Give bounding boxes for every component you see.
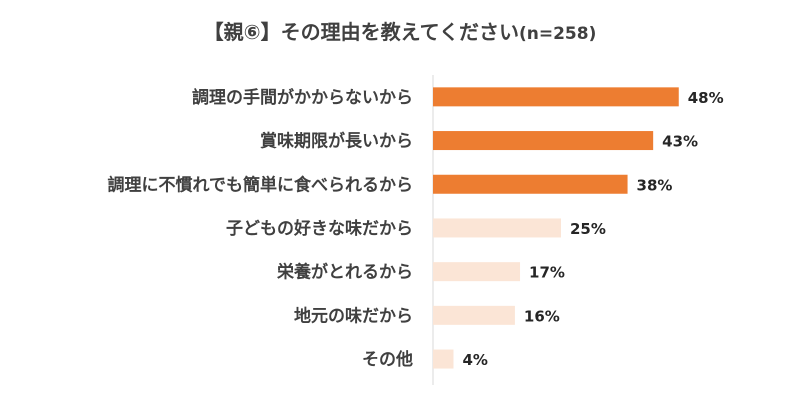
category-label: 子どもの好きな味だから xyxy=(226,218,413,239)
bar xyxy=(433,131,654,151)
value-label: 25% xyxy=(570,220,606,238)
category-label: 栄養がとれるから xyxy=(276,262,413,283)
category-label: 地元の味だから xyxy=(294,305,413,326)
category-label: 賞味期限が長いから xyxy=(260,131,413,152)
category-label: 調理に不慣れでも簡単に食べられるから xyxy=(108,174,414,195)
value-label: 43% xyxy=(662,133,698,151)
category-label: その他 xyxy=(362,349,413,370)
chart-title: 【親⑥】その理由を教えてください(n=258) xyxy=(204,20,597,44)
bar xyxy=(433,218,561,238)
bar xyxy=(433,349,454,369)
category-label: 調理の手間がかからないから xyxy=(192,87,413,108)
value-label: 16% xyxy=(524,307,560,325)
value-label: 38% xyxy=(637,176,673,194)
bar xyxy=(433,262,521,282)
value-label: 48% xyxy=(688,89,724,107)
value-label: 4% xyxy=(462,351,487,369)
bars-group: 調理の手間がかからないから 48% 賞味期限が長いから 43% 調理に不慣れでも簡単に食… xyxy=(108,87,724,370)
chart-title-main: 【親⑥】その理由を教えてください xyxy=(204,20,519,44)
chart-title-n: (n=258) xyxy=(519,24,596,44)
bar xyxy=(433,174,628,194)
bar xyxy=(433,87,679,107)
bar xyxy=(433,305,515,325)
value-label: 17% xyxy=(529,264,565,282)
